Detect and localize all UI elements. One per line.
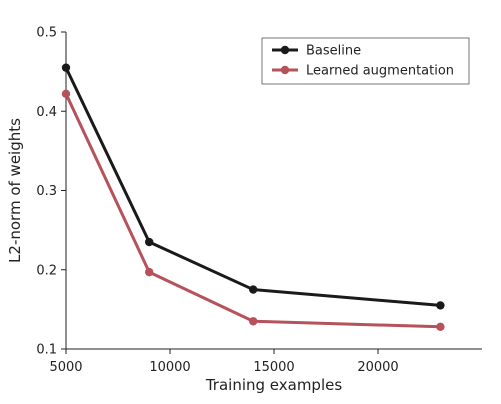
x-tick-label: 5000 [49,360,82,375]
x-tick-label: 10000 [149,360,190,375]
series-2-point [145,267,154,277]
series-1-point [145,237,154,247]
y-tick-label: 0.4 [36,105,57,120]
series-1-point [436,301,445,310]
x-tick-label: 15000 [253,360,294,375]
series-group [61,63,445,332]
series-line-2 [64,92,442,329]
series-line-1 [64,66,442,307]
series-2-point [436,322,445,332]
series-1-point [61,63,71,72]
legend-swatch-marker [280,65,290,75]
y-ticks: 0.1 0.2 0.3 0.4 0.5 [36,26,66,358]
y-tick-label: 0.2 [36,263,57,278]
x-axis-label: Training examples [205,376,343,394]
y-axis-label: L2-norm of weights [6,118,24,263]
y-tick-label: 0.5 [36,26,57,41]
y-tick-label: 0.3 [36,184,57,199]
x-ticks: 5000 10000 15000 20000 [49,349,399,375]
legend-label: Baseline [306,44,361,59]
legend: Baseline Learned augmentation [261,37,470,85]
series-2-point [249,317,258,326]
series-1-point [249,285,258,294]
x-tick-label: 20000 [357,360,398,375]
legend-label: Learned augmentation [306,64,454,79]
series-2-point [61,89,71,99]
legend-box [261,37,470,85]
legend-swatch-marker [280,45,290,55]
y-tick-label: 0.1 [36,343,57,358]
